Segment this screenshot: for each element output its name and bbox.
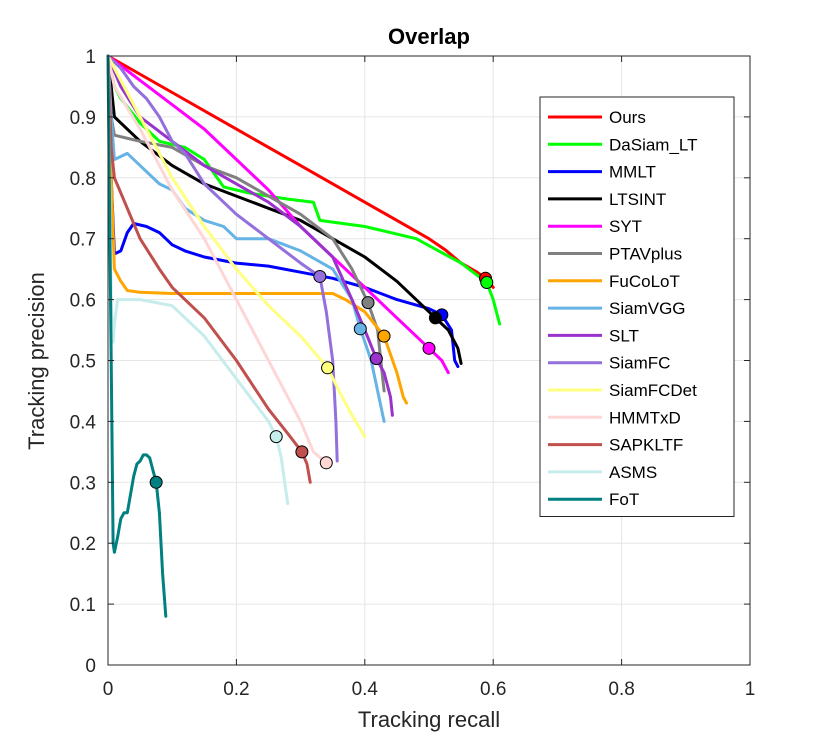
legend-label-mmlt: MMLT [609, 163, 656, 182]
x-tick-label: 0.6 [480, 679, 506, 700]
y-tick-label: 1 [85, 47, 96, 68]
series-line-ours [106, 54, 495, 289]
series-marker-ptavplus [361, 296, 375, 310]
y-tick-label: 0.6 [70, 291, 96, 312]
series-marker-asms [269, 430, 283, 444]
legend-label-syt: SYT [609, 217, 642, 236]
series-marker-syt [422, 341, 436, 355]
legend-label-fot: FoT [609, 490, 639, 509]
legend-label-ptavplus: PTAVplus [609, 245, 682, 264]
series-line-siamfc [106, 54, 339, 463]
chart-title: Overlap [388, 24, 470, 49]
legend-label-sapkltf: SAPKLTF [609, 436, 683, 455]
series-line-slt [106, 54, 394, 417]
series-line-ptavplus [106, 54, 386, 393]
series-line-hmmtxd [106, 54, 328, 465]
legend-label-siamfcdet: SiamFCDet [609, 381, 697, 400]
y-tick-label: 0.1 [70, 595, 96, 616]
series-marker-sapkltf [295, 445, 309, 459]
series-marker-siamfcdet [321, 361, 335, 375]
legend-label-siamvgg: SiamVGG [609, 299, 686, 318]
legend-label-slt: SLT [609, 326, 639, 345]
x-tick-label: 1 [745, 679, 756, 700]
legend-label-ltsint: LTSINT [609, 190, 666, 209]
series-marker-slt [369, 352, 383, 366]
series-marker-hmmtxd [319, 456, 333, 470]
y-tick-label: 0.9 [70, 108, 96, 129]
y-tick-label: 0.8 [70, 169, 96, 190]
series-marker-siamfc [313, 269, 327, 283]
x-tick-label: 0 [103, 679, 114, 700]
legend-label-siamfc: SiamFC [609, 354, 670, 373]
legend: Ours DaSiam_LT MMLT LTSINT SYT PTAVplus FuCoLo… [539, 96, 735, 517]
legend-label-ours: Ours [609, 108, 646, 127]
x-axis-label: Tracking recall [358, 707, 500, 732]
axis-ticks: 0 0.2 0.4 0.6 0.8 1 0 0.1 0.2 0.3 0.4 0.5 0.6 0.7 0.8 0… [70, 47, 756, 700]
series-line-fucolot [106, 54, 408, 405]
series-marker-ltsint [428, 311, 442, 325]
y-tick-label: 0.2 [70, 534, 96, 555]
series-marker-fot [149, 475, 163, 489]
legend-box [539, 96, 735, 517]
legend-label-hmmtxd: HMMTxD [609, 408, 681, 427]
y-tick-label: 0 [85, 656, 96, 677]
series-marker-fucolot [377, 329, 391, 343]
y-tick-label: 0.5 [70, 352, 96, 373]
x-tick-label: 0.8 [608, 679, 634, 700]
y-axis-label: Tracking precision [24, 272, 49, 450]
series-line-ltsint [106, 54, 463, 365]
legend-label-asms: ASMS [609, 463, 657, 482]
legend-label-fucolot: FuCoLoT [609, 272, 680, 291]
y-tick-label: 0.4 [70, 412, 97, 433]
series-marker-siamvgg [353, 322, 367, 336]
legend-label-dasiam-lt: DaSiam_LT [609, 135, 698, 154]
series-marker-dasiam-lt [480, 276, 494, 290]
y-tick-label: 0.7 [70, 230, 96, 251]
x-tick-label: 0.4 [352, 679, 379, 700]
series-markers [149, 269, 494, 489]
series-line-siamfcdet [106, 54, 367, 439]
x-tick-label: 0.2 [223, 679, 249, 700]
series-line-asms [106, 54, 290, 506]
y-tick-label: 0.3 [70, 473, 96, 494]
